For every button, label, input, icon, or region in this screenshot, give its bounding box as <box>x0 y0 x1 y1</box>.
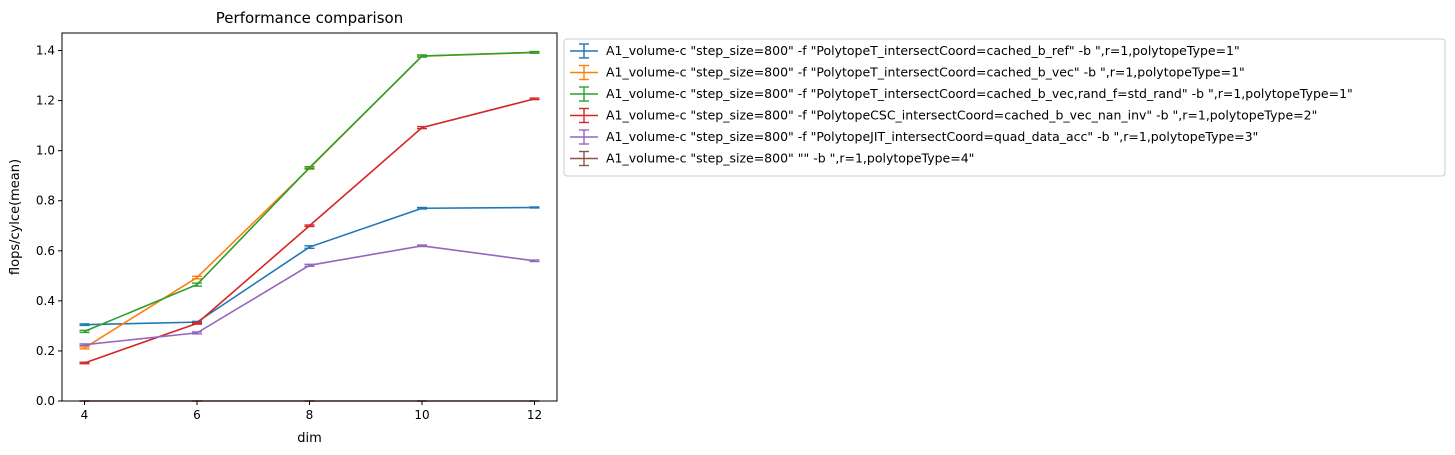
series-3 <box>79 50 540 334</box>
y-tick-label: 0.4 <box>36 294 55 308</box>
x-axis-label: dim <box>297 431 322 446</box>
x-tick-label: 12 <box>527 408 542 422</box>
x-tick-label: 6 <box>193 408 201 422</box>
series-5 <box>79 244 540 347</box>
legend-label: A1_volume-c "step_size=800" -f "Polytope… <box>606 65 1245 80</box>
legend-item: A1_volume-c "step_size=800" "" -b ",r=1,… <box>570 151 974 167</box>
legend-label: A1_volume-c "step_size=800" -f "Polytope… <box>606 108 1317 123</box>
y-axis-label: flops/cylce(mean) <box>8 159 23 275</box>
legend-item: A1_volume-c "step_size=800" -f "Polytope… <box>570 86 1353 102</box>
series-line <box>84 244 535 346</box>
legend-item: A1_volume-c "step_size=800" -f "Polytope… <box>570 108 1317 124</box>
legend-label: A1_volume-c "step_size=800" -f "Polytope… <box>606 129 1258 144</box>
y-tick-label: 0.6 <box>36 244 55 258</box>
y-tick-label: 1.4 <box>36 44 55 58</box>
y-tick-label: 1.2 <box>36 94 55 108</box>
legend-item: A1_volume-c "step_size=800" -f "Polytope… <box>570 129 1258 145</box>
axes-frame <box>61 32 558 402</box>
legend-label: A1_volume-c "step_size=800" -f "Polytope… <box>606 43 1240 58</box>
legend-item: A1_volume-c "step_size=800" -f "Polytope… <box>570 65 1245 81</box>
legend: A1_volume-c "step_size=800" -f "Polytope… <box>563 38 1446 177</box>
x-tick-label: 10 <box>414 408 429 422</box>
y-tick-label: 0.0 <box>36 394 55 408</box>
y-tick-label: 1.0 <box>36 144 55 158</box>
legend-box <box>563 38 1446 177</box>
series-line <box>84 51 535 333</box>
y-tick-label: 0.2 <box>36 344 55 358</box>
legend-item: A1_volume-c "step_size=800" -f "Polytope… <box>570 43 1240 59</box>
legend-label: A1_volume-c "step_size=800" -f "Polytope… <box>606 86 1353 101</box>
y-tick-label: 0.8 <box>36 194 55 208</box>
legend-label: A1_volume-c "step_size=800" "" -b ",r=1,… <box>606 151 974 166</box>
chart-title: Performance comparison <box>216 9 403 27</box>
x-tick-label: 8 <box>306 408 314 422</box>
series-1 <box>79 206 540 327</box>
x-tick-label: 4 <box>81 408 89 422</box>
plot-area: 4 6 8 10 12 0.0 0.2 0.4 0.6 0.8 1.0 1.2 1.4 <box>36 32 558 422</box>
